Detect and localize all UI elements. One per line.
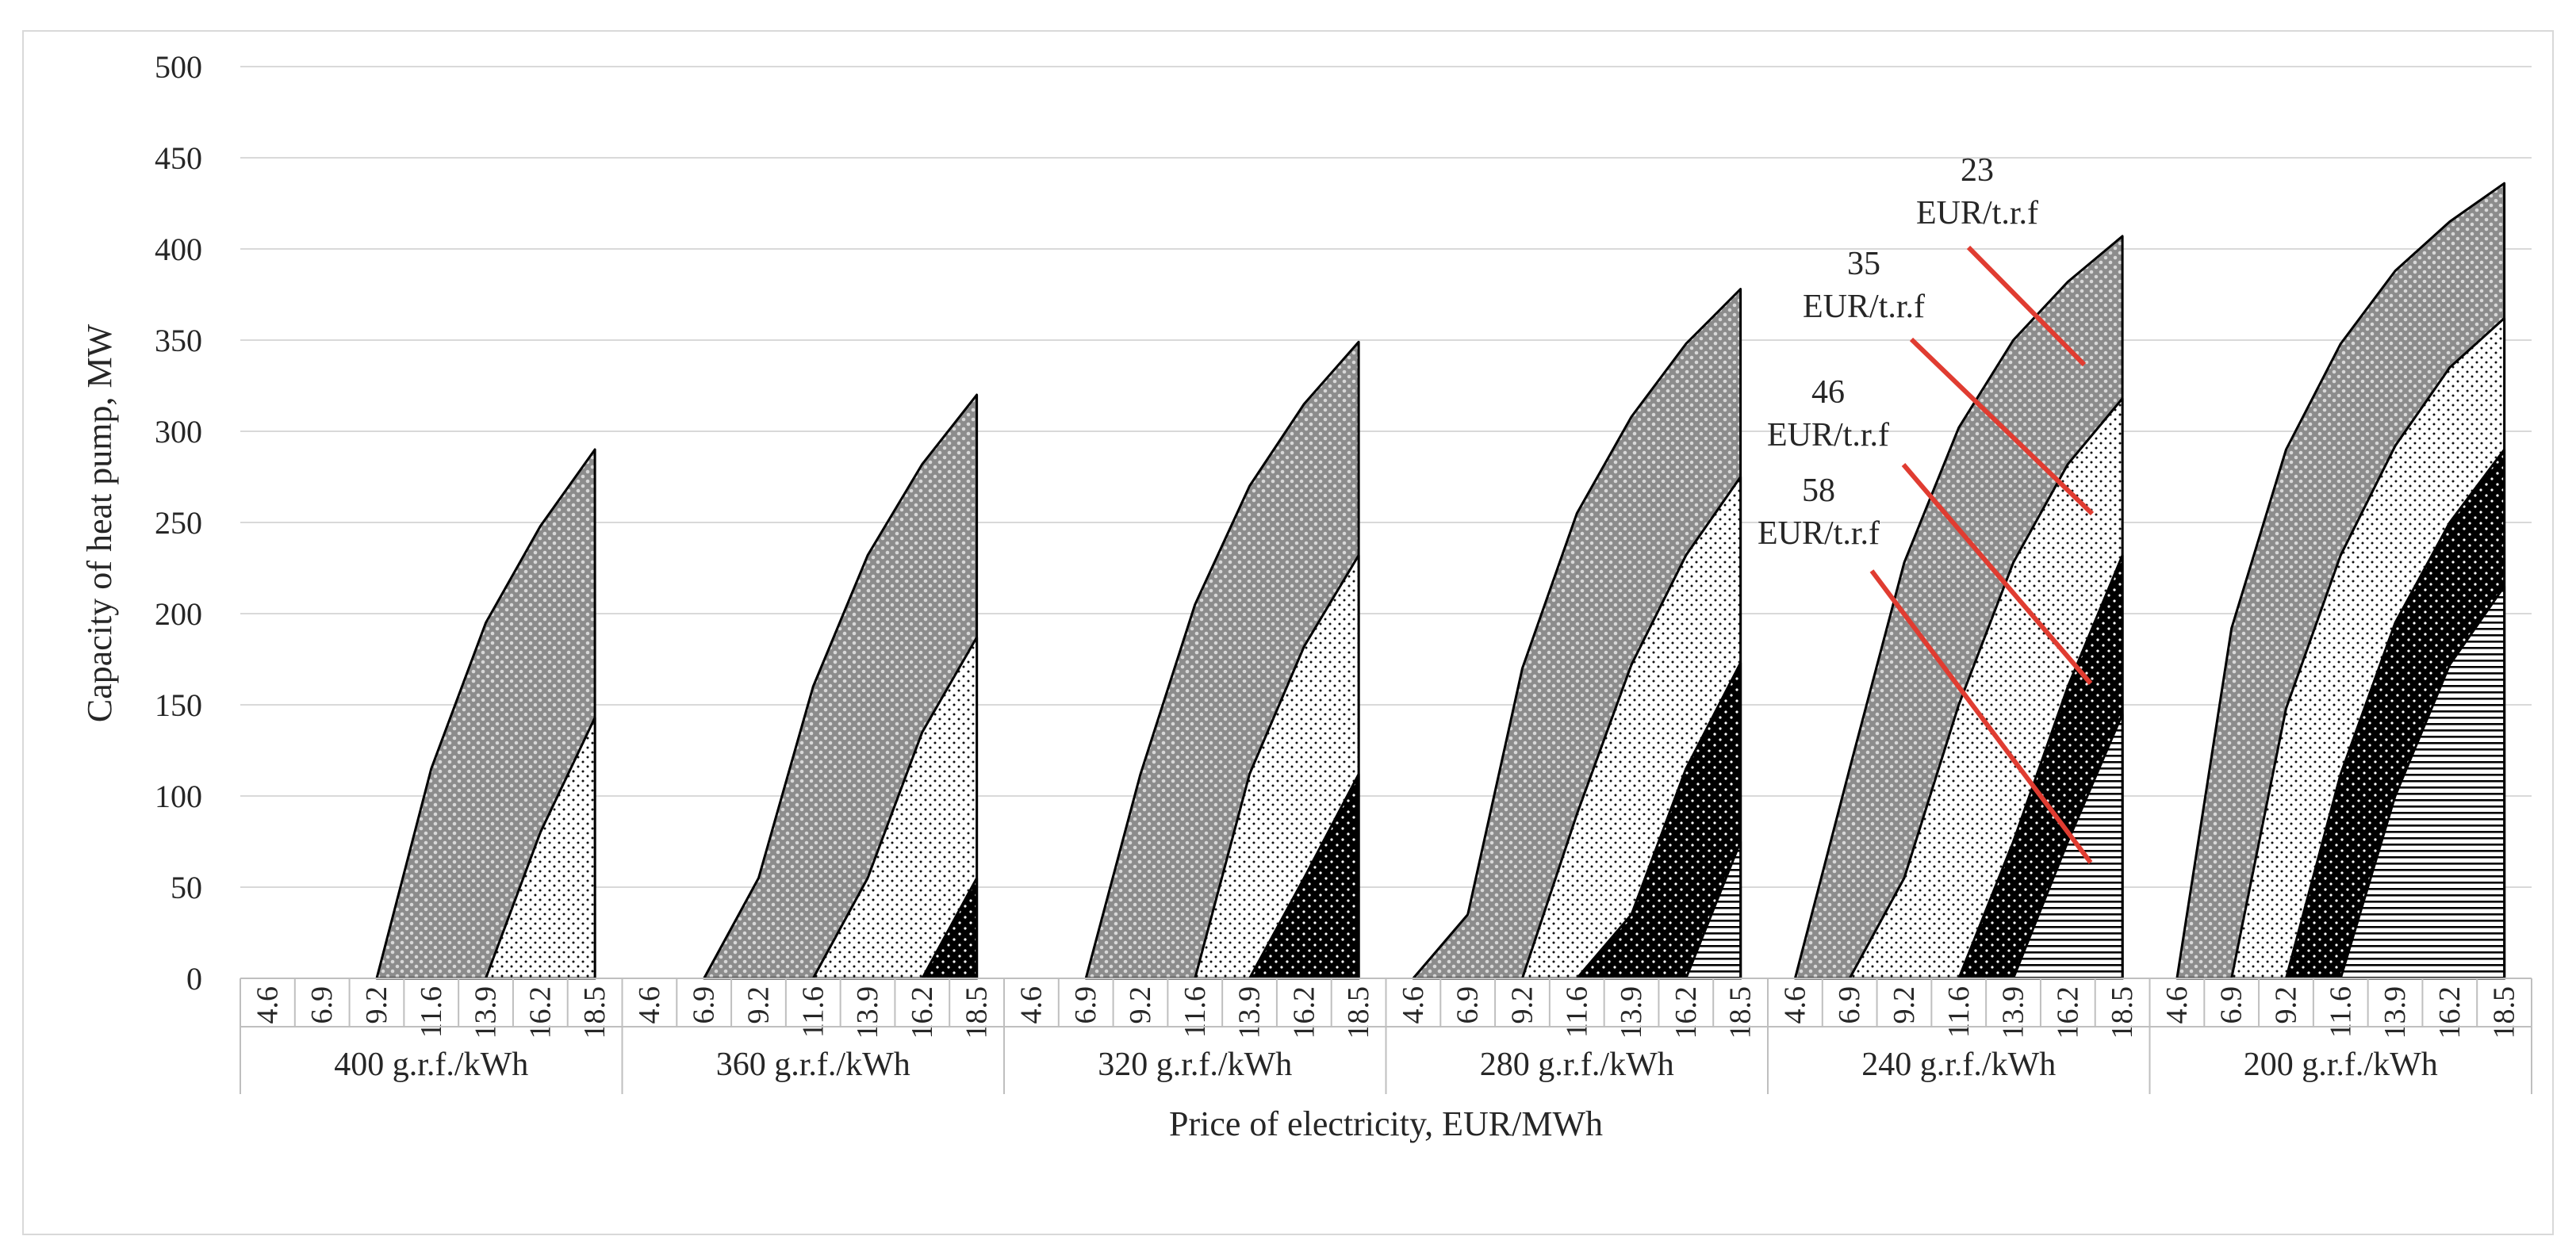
gridlines bbox=[240, 66, 2532, 888]
x-tick-label: 4.6 bbox=[633, 986, 666, 1024]
x-tick-label: 6.9 bbox=[305, 986, 339, 1024]
annotation-value: 46 bbox=[1811, 374, 1845, 411]
y-tick-label: 50 bbox=[171, 870, 202, 905]
annotation-value: 58 bbox=[1802, 473, 1835, 509]
y-tick-label: 500 bbox=[155, 49, 202, 85]
group-label: 240 g.r.f./kWh bbox=[1861, 1047, 2056, 1083]
annotation-leader-line bbox=[1901, 463, 2093, 685]
x-tick-label: 16.2 bbox=[906, 986, 939, 1039]
annotation-unit: EUR/t.r.f bbox=[1916, 195, 2038, 232]
x-tick-label: 4.6 bbox=[1014, 986, 1048, 1024]
x-tick-label: 18.5 bbox=[1342, 986, 1375, 1039]
stacked-area-chart: 0 50 100 150 200 250 300 350 400 450 500 4.6 6.9 9.2 1… bbox=[80, 49, 2532, 1143]
y-tick-label: 450 bbox=[155, 140, 202, 176]
annotation-unit: EUR/t.r.f bbox=[1767, 417, 1889, 453]
x-tick-label: 9.2 bbox=[742, 986, 775, 1024]
x-tick-label: 6.9 bbox=[1451, 986, 1485, 1024]
area-series bbox=[375, 182, 2506, 980]
chart-frame: 0 50 100 150 200 250 300 350 400 450 500 4.6 6.9 9.2 1… bbox=[22, 30, 2554, 1235]
annotation-unit: EUR/t.r.f bbox=[1758, 515, 1880, 552]
y-tick-label: 100 bbox=[155, 779, 202, 814]
x-tick-label: 11.6 bbox=[1179, 986, 1212, 1038]
x-tick-label: 6.9 bbox=[1069, 986, 1102, 1024]
x-tick-label: 9.2 bbox=[360, 986, 393, 1024]
x-tick-label: 13.9 bbox=[2379, 986, 2412, 1039]
group-label: 200 g.r.f./kWh bbox=[2244, 1047, 2438, 1083]
y-tick-label: 400 bbox=[155, 232, 202, 267]
x-tick-label: 16.2 bbox=[1669, 986, 1703, 1039]
x-tick-label: 16.2 bbox=[1287, 986, 1321, 1039]
x-tick-label: 18.5 bbox=[1724, 986, 1758, 1039]
y-axis-title: Capacity of heat pump, MW bbox=[80, 323, 119, 722]
x-tick-label: 18.5 bbox=[578, 986, 611, 1039]
x-tick-label: 9.2 bbox=[1505, 986, 1539, 1024]
x-tick-label: 11.6 bbox=[1942, 986, 1976, 1038]
annotation-value: 23 bbox=[1961, 152, 1994, 189]
annotation-leader-line bbox=[1966, 245, 2087, 367]
x-tick-label: 6.9 bbox=[1833, 986, 1866, 1024]
y-tick-label: 200 bbox=[155, 596, 202, 632]
annotation-unit: EUR/t.r.f bbox=[1803, 289, 1925, 325]
x-tick-label: 4.6 bbox=[1778, 986, 1811, 1024]
x-tick-label: 11.6 bbox=[796, 986, 830, 1038]
x-tick-label: 9.2 bbox=[1124, 986, 1157, 1024]
x-tick-label: 13.9 bbox=[1233, 986, 1267, 1039]
x-tick-label: 16.2 bbox=[2433, 986, 2467, 1039]
x-tick-label: 13.9 bbox=[470, 986, 503, 1039]
x-axis-title: Price of electricity, EUR/MWh bbox=[1169, 1104, 1603, 1143]
x-tick-label: 6.9 bbox=[2215, 986, 2248, 1024]
x-tick-label: 16.2 bbox=[2051, 986, 2084, 1039]
x-tick-label: 18.5 bbox=[2106, 986, 2139, 1039]
x-tick-label: 4.6 bbox=[2160, 986, 2194, 1024]
annotation-leader-line bbox=[1909, 337, 2095, 516]
x-tick-label: 13.9 bbox=[1997, 986, 2030, 1039]
x-tick-label: 13.9 bbox=[851, 986, 884, 1039]
y-tick-label: 150 bbox=[155, 687, 202, 723]
annotation-leader-line bbox=[1869, 569, 2093, 864]
y-tick-label: 300 bbox=[155, 414, 202, 450]
group-label: 360 g.r.f./kWh bbox=[716, 1047, 910, 1083]
x-tick-label: 16.2 bbox=[523, 986, 557, 1039]
x-tick-label: 4.6 bbox=[251, 986, 284, 1024]
annotations: 23 EUR/t.r.f 35 EUR/t.r.f 46 EUR/t.r.f 58 EUR/t… bbox=[1758, 152, 2095, 864]
x-tick-label: 18.5 bbox=[2488, 986, 2521, 1039]
x-tick-label: 18.5 bbox=[960, 986, 994, 1039]
x-tick-label: 11.6 bbox=[415, 986, 448, 1038]
y-tick-label: 0 bbox=[186, 961, 202, 997]
group-label: 320 g.r.f./kWh bbox=[1098, 1047, 1292, 1083]
x-tick-label: 11.6 bbox=[2324, 986, 2357, 1038]
y-tick-label: 350 bbox=[155, 323, 202, 358]
y-tick-label: 250 bbox=[155, 505, 202, 541]
group-label: 400 g.r.f./kWh bbox=[334, 1047, 528, 1083]
x-tick-label: 6.9 bbox=[688, 986, 721, 1024]
x-tick-label: 9.2 bbox=[2269, 986, 2302, 1024]
group-label: 280 g.r.f./kWh bbox=[1480, 1047, 1674, 1083]
x-tick-label: 9.2 bbox=[1888, 986, 1921, 1024]
x-tick-label: 11.6 bbox=[1560, 986, 1593, 1038]
x-tick-label: 4.6 bbox=[1397, 986, 1430, 1024]
annotation-value: 35 bbox=[1847, 246, 1880, 282]
x-tick-label: 13.9 bbox=[1615, 986, 1648, 1039]
axes: 0 50 100 150 200 250 300 350 400 450 500 4.6 6.9 9.2 1… bbox=[80, 49, 2532, 1143]
